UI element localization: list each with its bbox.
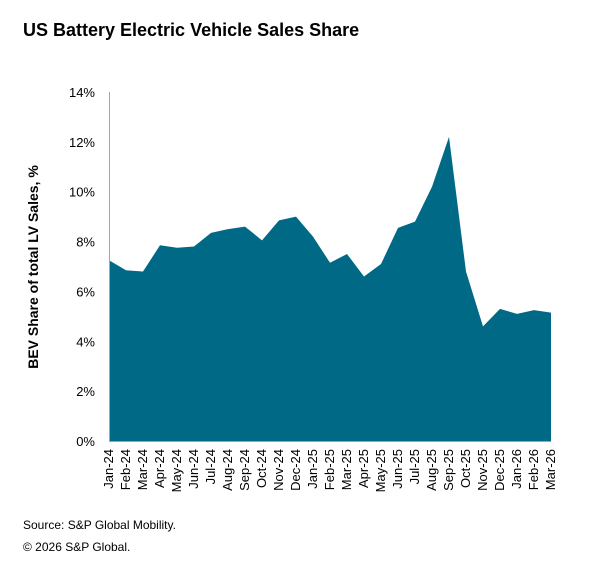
x-tick-label: Oct-25: [458, 449, 473, 488]
y-tick-label: 10%: [69, 185, 95, 200]
y-tick-label: 2%: [76, 384, 95, 399]
y-tick-label: 0%: [76, 434, 95, 449]
y-tick-label: 6%: [76, 284, 95, 299]
x-tick-label: Aug-24: [220, 449, 235, 491]
x-tick-label: Mar-24: [135, 449, 150, 490]
y-tick-label: 12%: [69, 135, 95, 150]
x-tick-label: Sep-24: [237, 449, 252, 491]
x-tick-label: Dec-25: [492, 449, 507, 491]
source-note: Source: S&P Global Mobility.: [23, 518, 176, 532]
x-tick-label: Jun-24: [186, 449, 201, 489]
x-tick-label: Jul-24: [203, 449, 218, 484]
x-tick-label: Mar-26: [543, 449, 558, 490]
x-tick-label: Jul-25: [407, 449, 422, 484]
x-tick-label: May-24: [169, 449, 184, 492]
x-tick-label: Aug-25: [424, 449, 439, 491]
x-tick-label: Jan-24: [101, 449, 116, 489]
x-tick-label: Nov-25: [475, 449, 490, 491]
chart-title: US Battery Electric Vehicle Sales Share: [23, 20, 360, 40]
x-tick-label: Nov-24: [271, 449, 286, 491]
y-tick-label: 8%: [76, 235, 95, 250]
x-tick-label: Dec-24: [288, 449, 303, 491]
x-tick-label: Sep-25: [441, 449, 456, 491]
x-tick-label: Mar-25: [339, 449, 354, 490]
y-tick-label: 4%: [76, 334, 95, 349]
x-tick-label: Feb-26: [526, 449, 541, 490]
x-tick-label: Apr-24: [152, 449, 167, 488]
copyright-note: © 2026 S&P Global.: [23, 540, 131, 554]
x-tick-label: Jan-26: [509, 449, 524, 489]
x-tick-label: Feb-24: [118, 449, 133, 490]
x-tick-label: Oct-24: [254, 449, 269, 488]
x-tick-label: Apr-25: [356, 449, 371, 488]
x-tick-label: Jan-25: [305, 449, 320, 489]
y-tick-label: 14%: [69, 85, 95, 100]
x-tick-label: May-25: [373, 449, 388, 492]
bev-share-area-series: [109, 136, 551, 441]
x-tick-label: Feb-25: [322, 449, 337, 490]
x-tick-label: Jun-25: [390, 449, 405, 489]
